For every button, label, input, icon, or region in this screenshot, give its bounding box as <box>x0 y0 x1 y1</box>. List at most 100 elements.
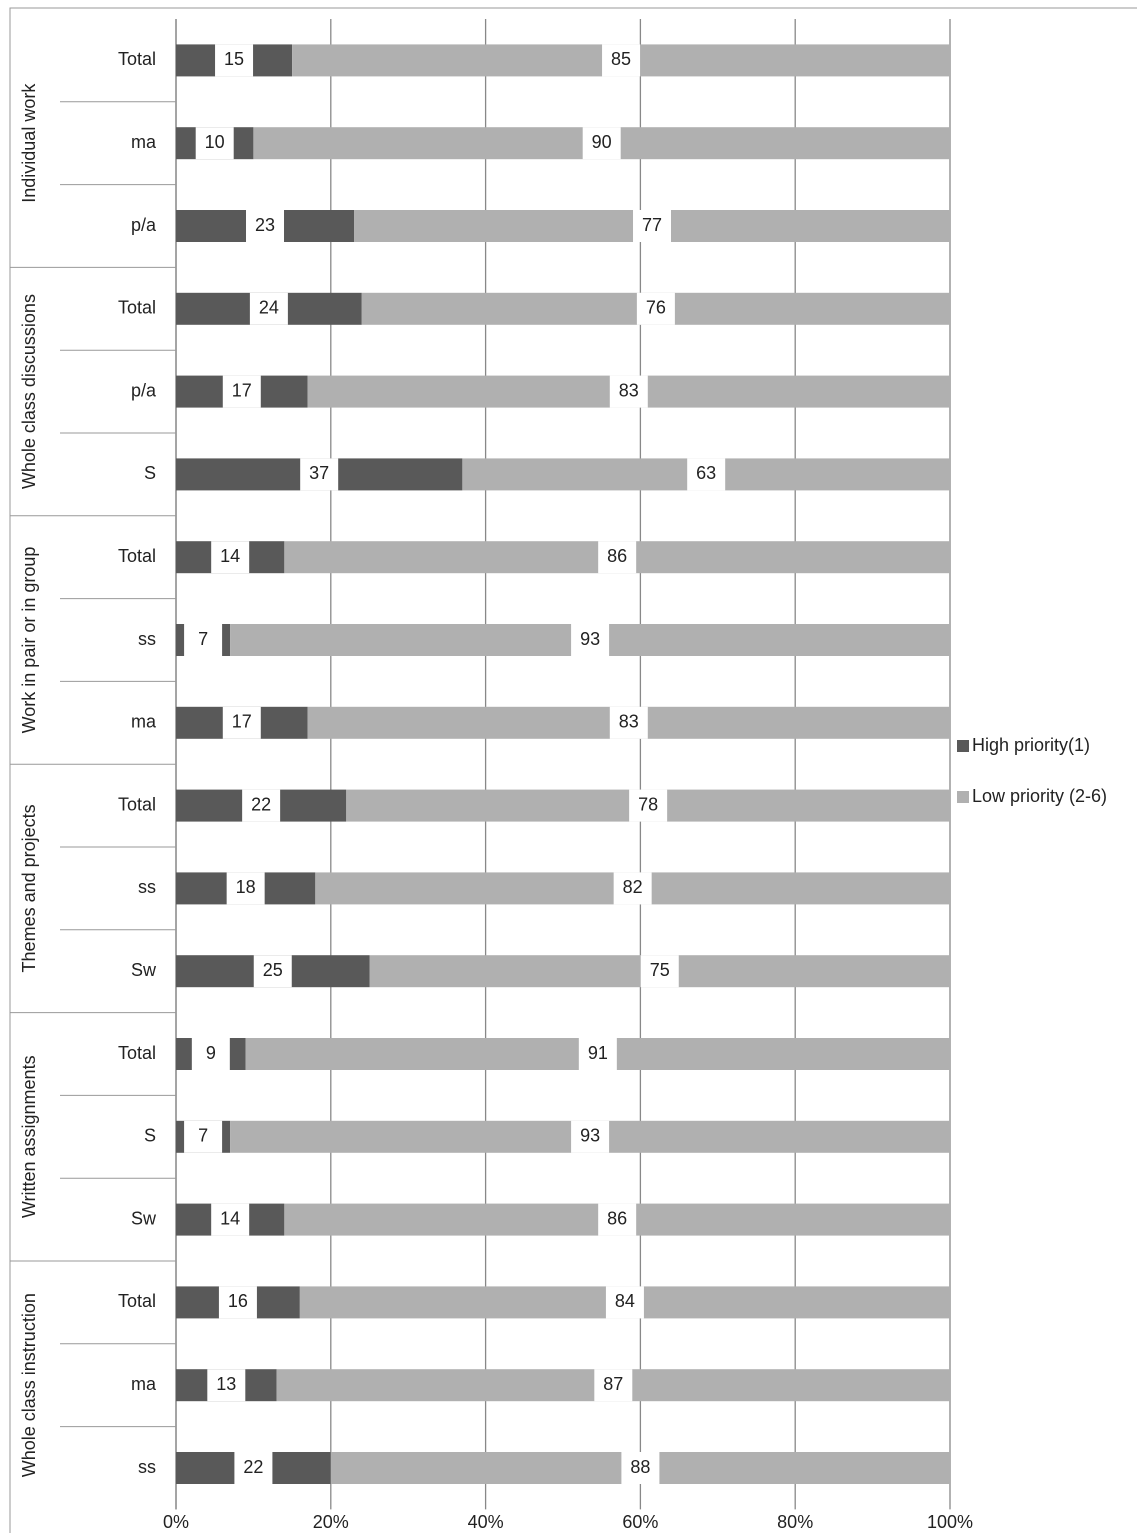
label-box <box>242 789 281 822</box>
x-tick-label: 80% <box>777 1512 813 1532</box>
label-box <box>602 44 641 77</box>
label-box <box>640 955 679 988</box>
data-label: 10 <box>205 132 225 152</box>
data-label: 78 <box>638 794 658 814</box>
group-label: Individual work <box>19 83 39 203</box>
data-label: 22 <box>251 794 271 814</box>
data-label: 17 <box>232 712 252 732</box>
data-label: 13 <box>216 1374 236 1394</box>
label-box <box>629 789 668 822</box>
data-label: 87 <box>603 1374 623 1394</box>
label-box <box>571 624 610 656</box>
label-box <box>249 292 288 325</box>
y-tick-label: p/a <box>131 380 157 400</box>
label-box <box>571 1120 610 1153</box>
label-box <box>605 1286 644 1319</box>
data-label: 25 <box>263 960 283 980</box>
data-label: 17 <box>232 380 252 400</box>
data-label: 14 <box>220 1208 240 1228</box>
label-box <box>246 210 285 242</box>
data-label: 77 <box>642 215 662 235</box>
label-box <box>582 127 621 160</box>
legend-label: High priority(1) <box>972 735 1090 755</box>
label-box <box>598 541 637 574</box>
label-box <box>621 1452 660 1484</box>
data-label: 86 <box>607 1208 627 1228</box>
data-label: 93 <box>580 1126 600 1146</box>
x-tick-label: 60% <box>622 1512 658 1532</box>
group-label: Whole class discussions <box>19 294 39 489</box>
x-tick-label: 20% <box>313 1512 349 1532</box>
label-box <box>222 706 261 739</box>
data-label: 15 <box>224 49 244 69</box>
label-box <box>211 541 250 574</box>
label-box <box>226 872 265 905</box>
y-tick-label: Sw <box>131 960 157 980</box>
label-box <box>300 458 339 491</box>
y-tick-label: Total <box>118 1043 156 1063</box>
data-label: 63 <box>696 463 716 483</box>
label-box <box>636 292 675 325</box>
y-tick-label: Total <box>118 794 156 814</box>
data-label: 86 <box>607 546 627 566</box>
data-label: 93 <box>580 629 600 649</box>
label-box <box>594 1369 633 1402</box>
group-label: Work in pair or in group <box>19 547 39 734</box>
label-box <box>609 706 648 739</box>
label-box <box>207 1369 246 1402</box>
data-label: 7 <box>198 629 208 649</box>
y-tick-label: Sw <box>131 1208 157 1228</box>
x-tick-label: 0% <box>163 1512 189 1532</box>
y-tick-label: ss <box>138 877 156 897</box>
x-tick-label: 100% <box>927 1512 973 1532</box>
data-label: 23 <box>255 215 275 235</box>
data-label: 75 <box>650 960 670 980</box>
data-label: 76 <box>646 298 666 318</box>
data-label: 84 <box>615 1291 635 1311</box>
label-box <box>195 127 234 160</box>
label-box <box>184 1120 223 1153</box>
y-tick-label: Total <box>118 546 156 566</box>
label-box <box>191 1038 230 1070</box>
label-box <box>215 44 254 77</box>
y-tick-label: Total <box>118 298 156 318</box>
y-tick-label: ma <box>131 1374 157 1394</box>
data-label: 7 <box>198 1126 208 1146</box>
legend-label: Low priority (2-6) <box>972 786 1107 806</box>
y-tick-label: ma <box>131 712 157 732</box>
label-box <box>222 375 261 408</box>
y-tick-label: Total <box>118 1291 156 1311</box>
data-label: 14 <box>220 546 240 566</box>
y-tick-label: S <box>144 463 156 483</box>
label-box <box>633 210 672 242</box>
data-label: 91 <box>588 1043 608 1063</box>
label-box <box>253 955 292 988</box>
data-label: 9 <box>206 1043 216 1063</box>
group-label: Whole class instruction <box>19 1293 39 1477</box>
y-tick-label: ma <box>131 132 157 152</box>
label-box <box>613 872 652 905</box>
data-label: 24 <box>259 298 279 318</box>
y-tick-label: p/a <box>131 215 157 235</box>
data-label: 37 <box>309 463 329 483</box>
data-label: 18 <box>236 877 256 897</box>
chart-frame <box>9 7 1137 1533</box>
y-tick-label: Total <box>118 49 156 69</box>
legend-swatch <box>957 791 969 803</box>
x-tick-label: 40% <box>468 1512 504 1532</box>
label-box <box>609 375 648 408</box>
y-tick-label: S <box>144 1126 156 1146</box>
data-label: 22 <box>243 1457 263 1477</box>
legend-swatch <box>957 740 969 752</box>
y-tick-label: ss <box>138 1457 156 1477</box>
group-label: Written assignments <box>19 1055 39 1218</box>
label-box <box>184 624 223 656</box>
label-box <box>211 1203 250 1236</box>
data-label: 83 <box>619 380 639 400</box>
label-box <box>598 1203 637 1236</box>
group-label: Themes and projects <box>19 804 39 972</box>
label-box <box>578 1038 617 1070</box>
data-label: 90 <box>592 132 612 152</box>
label-box <box>218 1286 257 1319</box>
y-tick-label: ss <box>138 629 156 649</box>
